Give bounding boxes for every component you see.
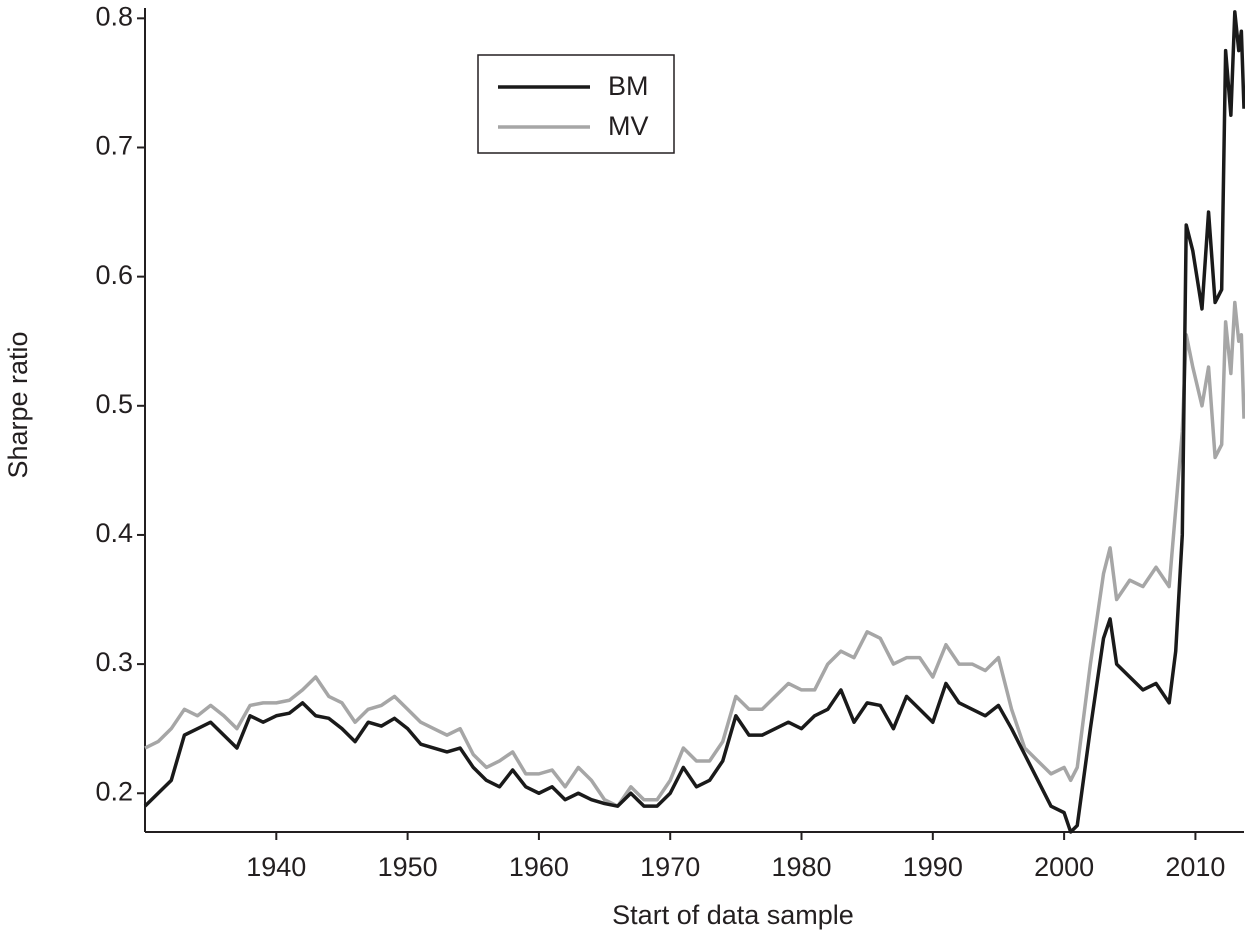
line-series — [143, 10, 1245, 834]
x-tick-label: 1990 — [903, 852, 963, 882]
x-tick-label: 1940 — [246, 852, 306, 882]
y-tick-label: 0.5 — [95, 389, 133, 419]
line-series — [144, 300, 1245, 808]
x-tick-label: 2000 — [1034, 852, 1094, 882]
legend-label: BM — [608, 71, 649, 101]
legend-box — [477, 54, 675, 154]
x-tick-label: 1970 — [640, 852, 700, 882]
y-tick-label: 0.8 — [95, 1, 133, 31]
y-tick-label: 0.4 — [95, 518, 133, 548]
y-tick-label: 0.6 — [95, 260, 133, 290]
y-tick-label: 0.3 — [95, 647, 133, 677]
x-tick-label: 1960 — [509, 852, 569, 882]
y-axis-label: Sharpe ratio — [3, 331, 33, 478]
y-tick-label: 0.2 — [95, 776, 133, 806]
y-tick-label: 0.7 — [95, 131, 133, 161]
x-tick-label: 1950 — [378, 852, 438, 882]
legend-label: MV — [608, 111, 649, 141]
x-axis-label: Start of data sample — [612, 900, 854, 930]
x-tick-label: 1980 — [771, 852, 831, 882]
x-tick-label: 2010 — [1165, 852, 1225, 882]
